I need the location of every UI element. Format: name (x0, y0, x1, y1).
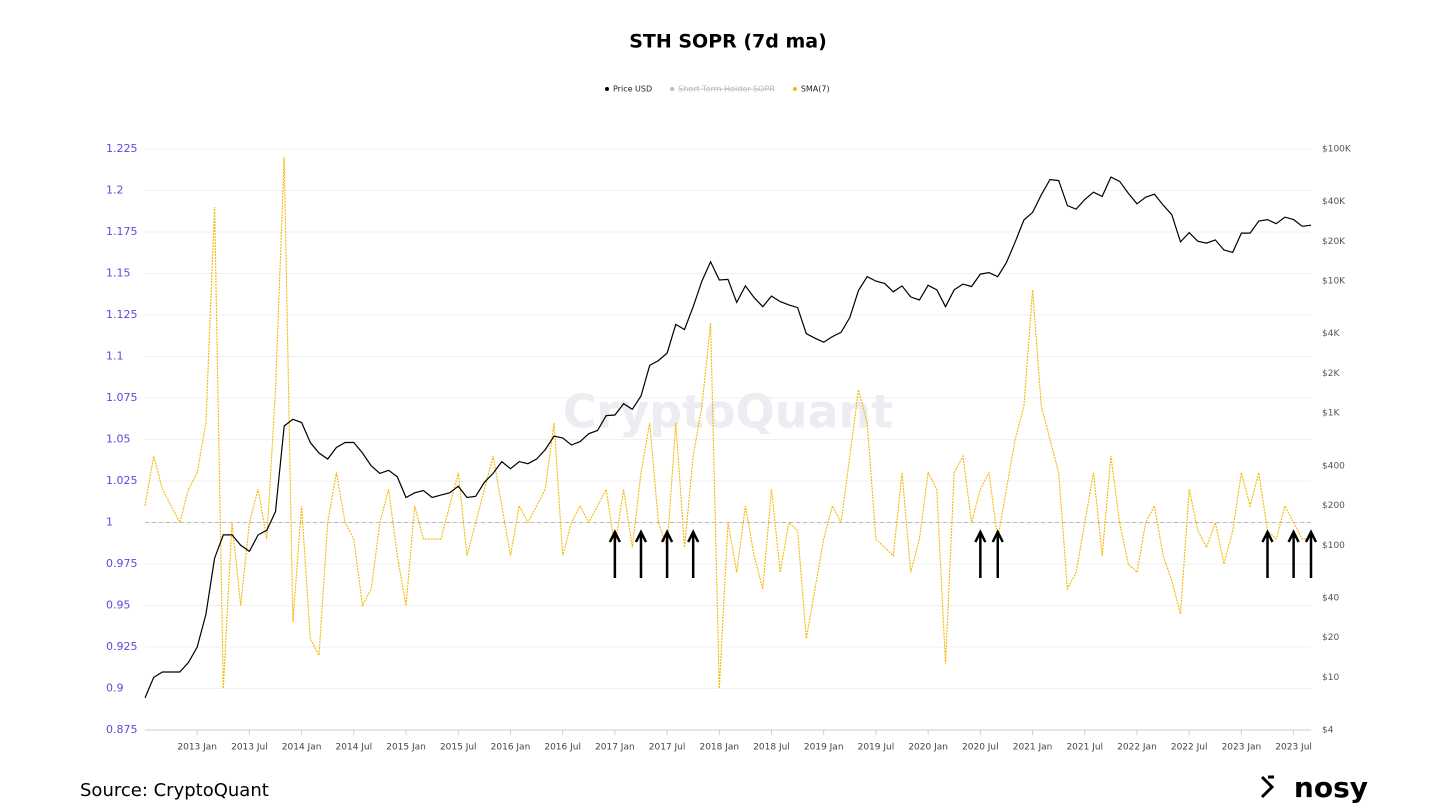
x-tick-label: 2014 Jan (282, 743, 322, 753)
x-tick-label: 2022 Jan (1117, 743, 1157, 753)
y-tick-label: 0.925 (106, 640, 138, 653)
brand-icon (1260, 775, 1275, 799)
y2-tick-label: $20K (1322, 237, 1346, 247)
legend-marker (605, 87, 609, 91)
y2-tick-label: $100 (1322, 541, 1345, 551)
y-tick-label: 1.05 (106, 433, 131, 446)
x-tick-label: 2019 Jul (858, 743, 895, 753)
x-tick-label: 2022 Jul (1171, 743, 1208, 753)
legend-label: Price USD (613, 85, 652, 94)
y-tick-label: 1.2 (106, 184, 124, 197)
arrow (1261, 529, 1274, 578)
y2-tick-label: $4K (1322, 329, 1340, 339)
arrow (991, 529, 1004, 578)
x-tick-label: 2016 Jan (491, 743, 531, 753)
y2-tick-label: $1K (1322, 409, 1340, 419)
arrow (634, 529, 648, 578)
y2-tick-label: $100K (1322, 145, 1352, 155)
y-tick-label: 0.95 (106, 599, 131, 612)
x-tick-label: 2016 Jul (544, 743, 581, 753)
y2-tick-label: $40 (1322, 593, 1339, 603)
legend-marker (792, 87, 797, 91)
x-tick-label: 2015 Jan (386, 743, 426, 753)
x-tick-label: 2021 Jul (1066, 743, 1103, 753)
y-tick-label: 1.025 (106, 474, 138, 487)
x-tick-label: 2013 Jul (231, 743, 268, 753)
y2-tick-label: $10 (1322, 673, 1339, 683)
x-tick-label: 2018 Jul (753, 743, 790, 753)
arrow (974, 529, 987, 578)
x-tick-label: 2017 Jul (649, 743, 686, 753)
brand: nosy (1294, 771, 1368, 804)
x-tick-label: 2015 Jul (440, 743, 477, 753)
y2-tick-label: $4 (1322, 726, 1334, 736)
y-tick-label: 1.075 (106, 391, 138, 404)
y-tick-label: 0.875 (106, 723, 138, 736)
arrow (660, 529, 674, 578)
legend-label: SMA(7) (801, 85, 830, 94)
y-tick-label: 1.1 (106, 350, 124, 363)
y2-tick-label: $40K (1322, 197, 1346, 207)
y-tick-label: 1.125 (106, 308, 138, 321)
series-line (144, 157, 1311, 689)
y2-tick-label: $400 (1322, 461, 1345, 471)
x-tick-label: 2013 Jan (177, 743, 217, 753)
x-tick-label: 2020 Jul (962, 743, 999, 753)
x-tick-label: 2023 Jan (1222, 743, 1262, 753)
y-tick-label: 1 (106, 516, 113, 529)
arrow (608, 529, 621, 578)
y2-tick-label: $10K (1322, 277, 1346, 287)
watermark: CryptoQuant (563, 385, 894, 439)
arrow (1304, 529, 1318, 578)
legend-label: Short Term Holder SOPR (678, 85, 775, 94)
source: Source: CryptoQuant (80, 780, 269, 801)
arrow (1287, 529, 1300, 578)
legend-marker (670, 87, 675, 91)
x-tick-label: 2018 Jan (699, 743, 739, 753)
x-tick-label: 2021 Jan (1013, 743, 1053, 753)
x-tick-label: 2014 Jul (336, 743, 373, 753)
y-tick-label: 0.975 (106, 557, 138, 570)
series-line (144, 176, 1312, 699)
x-tick-label: 2019 Jan (804, 743, 844, 753)
x-tick-label: 2017 Jan (595, 743, 635, 753)
y2-tick-label: $20 (1322, 633, 1339, 643)
arrow (687, 529, 700, 578)
x-tick-label: 2023 Jul (1275, 743, 1312, 753)
x-tick-label: 2020 Jan (908, 743, 948, 753)
y-tick-label: 1.15 (106, 267, 131, 280)
y2-tick-label: $200 (1322, 501, 1345, 511)
chart-title: STH SOPR (7d ma) (629, 31, 827, 53)
y-tick-label: 1.225 (106, 142, 138, 155)
y2-tick-label: $2K (1322, 369, 1340, 379)
y-tick-label: 0.9 (106, 682, 124, 695)
y-tick-label: 1.175 (106, 225, 138, 238)
